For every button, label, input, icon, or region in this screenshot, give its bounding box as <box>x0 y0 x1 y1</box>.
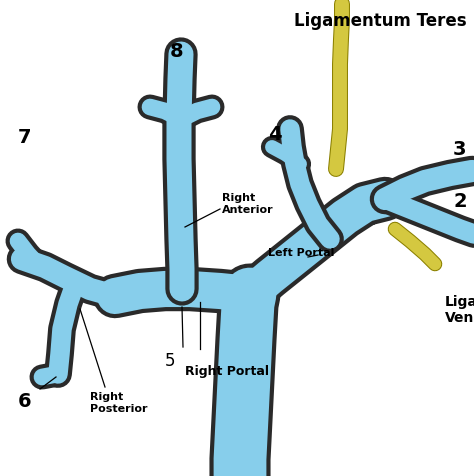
Text: 2: 2 <box>454 192 468 210</box>
Text: Left Portal: Left Portal <box>268 248 334 258</box>
Text: Ligamentum Teres: Ligamentum Teres <box>294 12 466 30</box>
Text: Right Portal: Right Portal <box>185 364 269 377</box>
Text: Right
Anterior: Right Anterior <box>222 193 273 214</box>
Text: 3: 3 <box>453 140 466 159</box>
Text: 7: 7 <box>18 128 31 147</box>
Text: 4: 4 <box>268 125 282 144</box>
Text: Ligamentum
Venosum: Ligamentum Venosum <box>445 294 474 325</box>
Text: 5: 5 <box>164 351 175 369</box>
Text: Right
Posterior: Right Posterior <box>90 391 147 413</box>
Text: 8: 8 <box>170 42 183 61</box>
Text: 6: 6 <box>18 391 32 410</box>
